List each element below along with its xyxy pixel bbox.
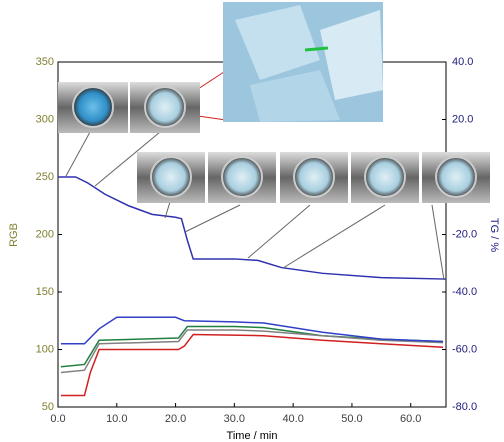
y2-tick-label: 20.0 [452,113,473,125]
y2-tick-label: -60.0 [452,343,477,355]
y2-tick-label: 40.0 [452,56,473,68]
x-tick-label: 20.0 [165,413,186,425]
y-tick-label: 50 [42,401,54,413]
photo-dish [436,157,476,197]
photo-dish [145,87,185,127]
y-tick-label: 100 [36,343,54,355]
y-tick-label: 200 [36,228,54,240]
marker [305,48,328,50]
x-tick-label: 60.0 [400,413,421,425]
x-tick-label: 40.0 [282,413,303,425]
y2-tick-label: -80.0 [452,401,477,413]
y2-tick-label: -40.0 [452,286,477,298]
connector [66,132,90,176]
x-tick-label: 0.0 [50,413,65,425]
photo-dish [73,87,113,127]
series-line [61,330,443,373]
y-tick-label: 250 [36,171,54,183]
chart: RGB TG / % Time / min 0.0 10.0 20.0 30.0 40.… [0,0,504,442]
x-axis-label: Time / min [227,430,278,442]
x-tick-label: 10.0 [106,413,127,425]
connector [185,205,240,232]
y-tick-label: 350 [36,56,54,68]
x-tick-label: 30.0 [224,413,245,425]
y-tick-label: 300 [36,113,54,125]
y-tick-label: 150 [36,286,54,298]
photo-dish [294,157,334,197]
photo-dish [365,157,405,197]
y2-axis-label: TG / % [488,218,500,252]
y-axis-label: RGB [8,223,20,247]
x-tick-label: 50.0 [341,413,362,425]
photo-dish [151,157,191,197]
photo-dish [222,157,262,197]
connector [432,205,444,280]
series-line [61,327,443,367]
photos [58,2,490,280]
connector [248,205,310,258]
y2-tick-label: -20.0 [452,228,477,240]
